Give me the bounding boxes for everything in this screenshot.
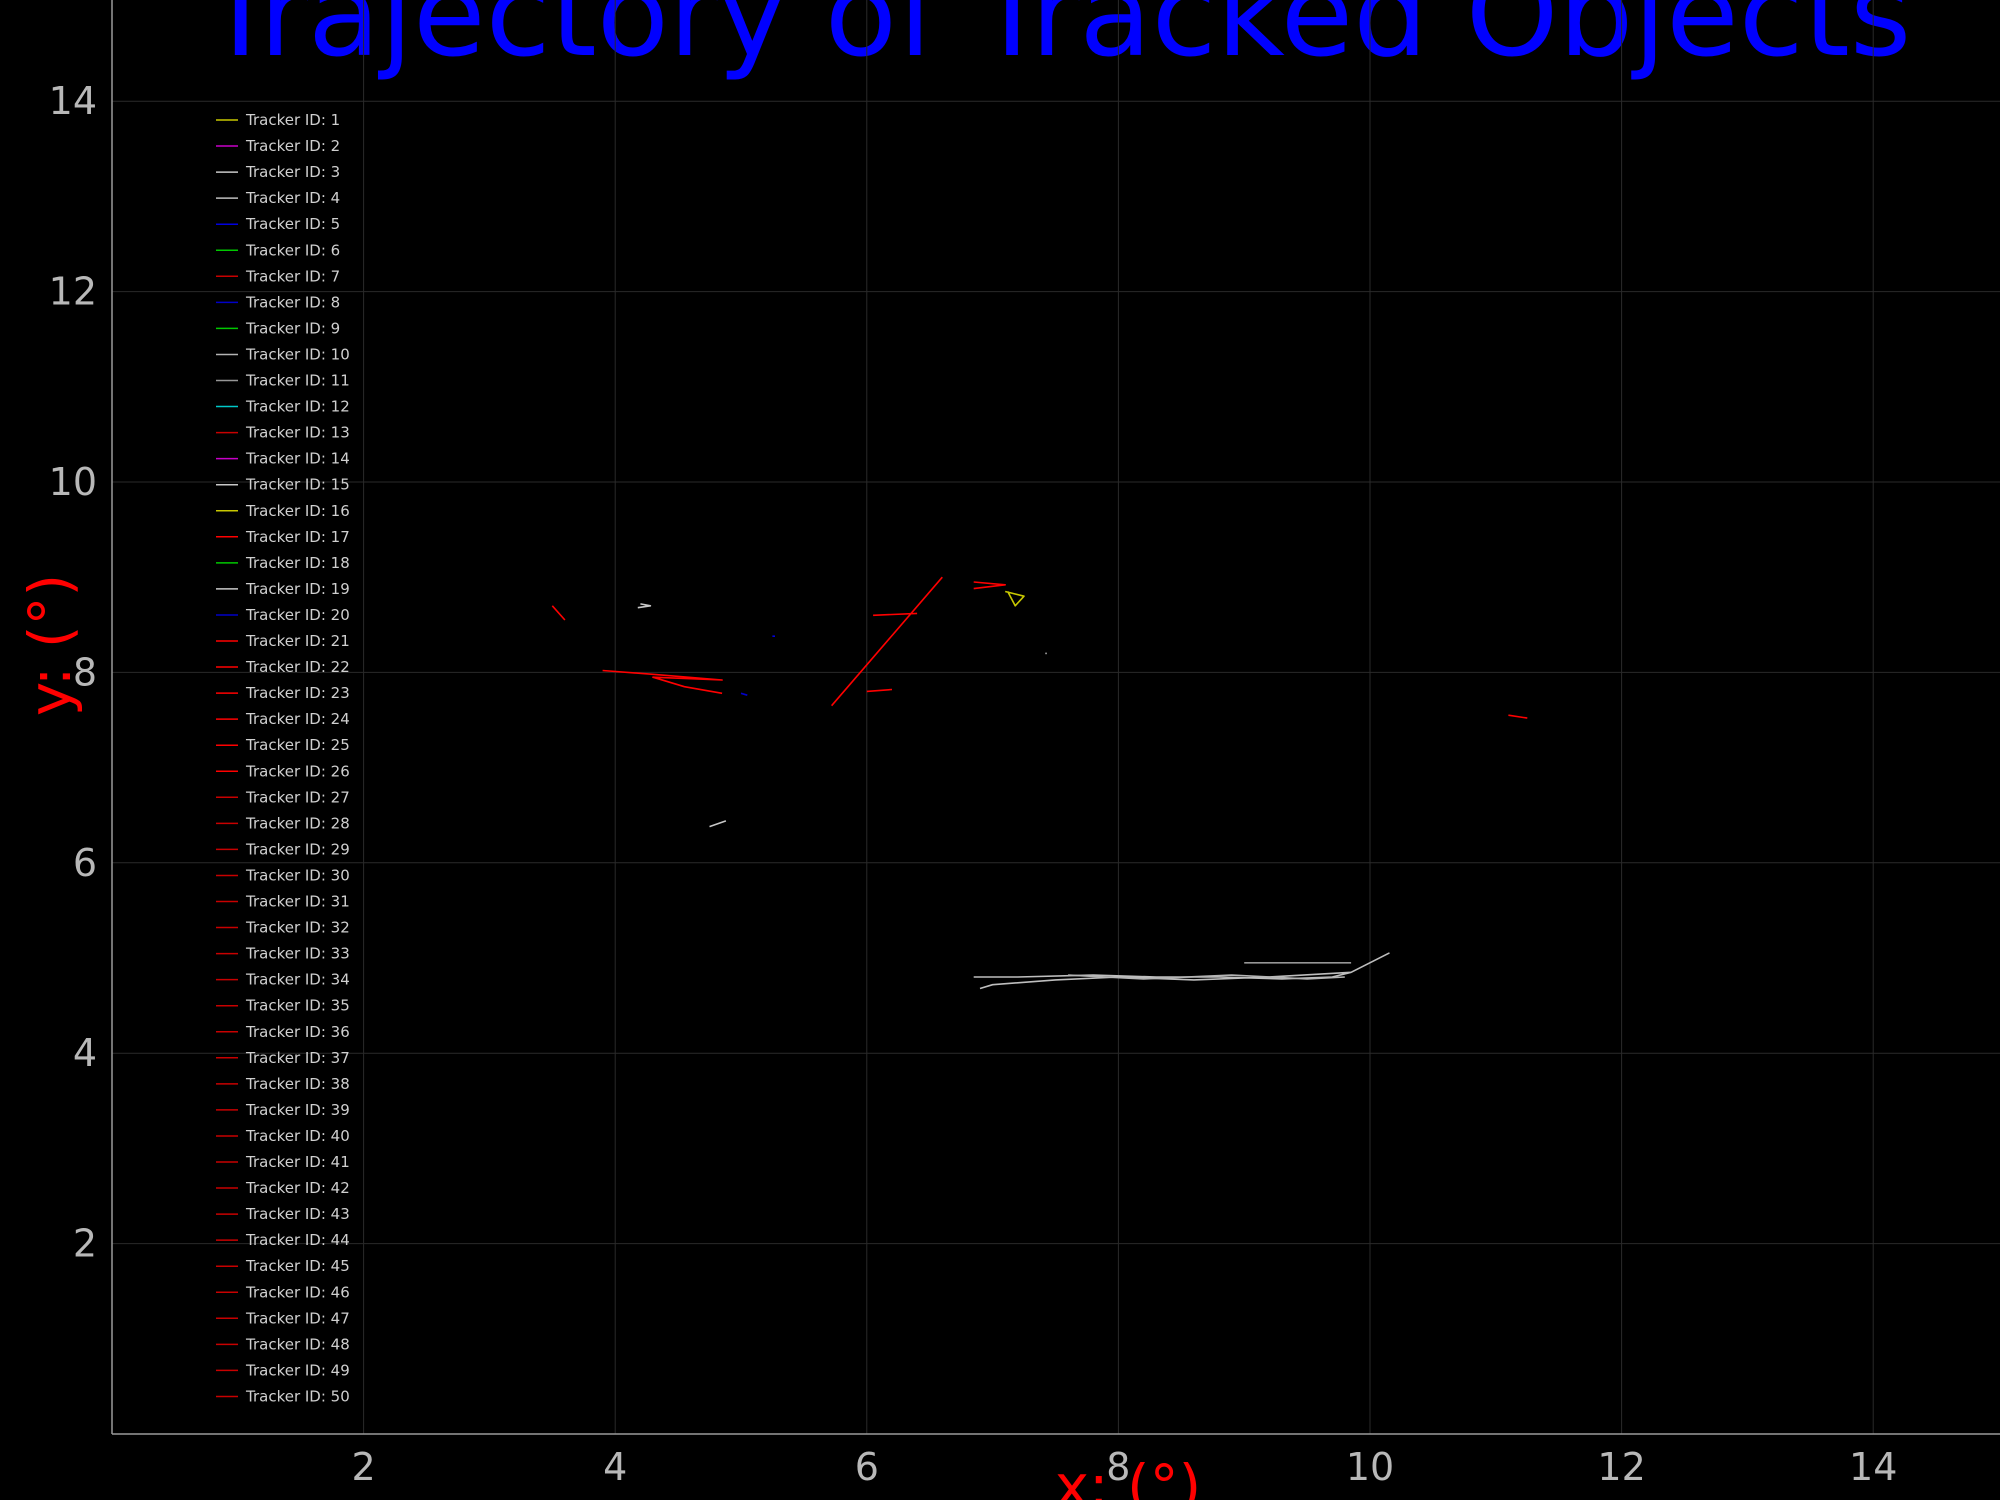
- trajectory-line: [873, 612, 918, 617]
- legend-label: Tracker ID: 11: [245, 372, 350, 390]
- legend-label: Tracker ID: 21: [245, 632, 350, 650]
- trajectory-line: [973, 581, 1007, 590]
- legend-label: Tracker ID: 8: [245, 293, 340, 311]
- x-tick-label: 14: [1849, 1445, 1897, 1489]
- trajectory-line: [1068, 974, 1345, 980]
- trajectory-line: [830, 576, 943, 707]
- trajectory-line: [709, 820, 727, 828]
- legend-label: Tracker ID: 30: [245, 866, 350, 884]
- legend-label: Tracker ID: 25: [245, 736, 350, 754]
- legend-label: Tracker ID: 6: [245, 241, 340, 259]
- trajectory-line: [740, 692, 748, 696]
- legend-label: Tracker ID: 49: [245, 1361, 350, 1379]
- legend-label: Tracker ID: 18: [245, 554, 350, 572]
- legend-label: Tracker ID: 10: [245, 345, 350, 363]
- legend-label: Tracker ID: 27: [245, 788, 350, 806]
- legend-label: Tracker ID: 26: [245, 762, 350, 780]
- legend-label: Tracker ID: 47: [245, 1309, 350, 1327]
- legend-label: Tracker ID: 44: [245, 1231, 350, 1249]
- y-tick-label: 12: [49, 270, 97, 314]
- axes: [111, 0, 2000, 1435]
- legend-label: Tracker ID: 35: [245, 997, 350, 1015]
- legend-label: Tracker ID: 45: [245, 1257, 350, 1275]
- x-tick-label: 2: [352, 1445, 376, 1489]
- legend-label: Tracker ID: 23: [245, 684, 350, 702]
- trajectories: [551, 576, 1528, 990]
- trajectory-line: [1508, 714, 1528, 719]
- legend-label: Tracker ID: 29: [245, 840, 350, 858]
- x-tick-label: 12: [1597, 1445, 1645, 1489]
- y-tick-label: 2: [73, 1222, 97, 1266]
- y-tick-label: 14: [49, 79, 97, 123]
- legend-label: Tracker ID: 28: [245, 814, 350, 832]
- legend-label: Tracker ID: 4: [245, 189, 340, 207]
- trajectory-line: [866, 688, 893, 693]
- legend-label: Tracker ID: 42: [245, 1179, 350, 1197]
- x-axis-label: x: (°): [1055, 1452, 1202, 1500]
- x-tick-label: 8: [1106, 1445, 1130, 1489]
- legend-label: Tracker ID: 19: [245, 580, 350, 598]
- x-tick-label: 4: [603, 1445, 627, 1489]
- trajectory-line: [551, 605, 566, 621]
- legend-label: Tracker ID: 32: [245, 919, 350, 937]
- legend-label: Tracker ID: 15: [245, 476, 350, 494]
- grid: [112, 0, 2000, 1434]
- legend-label: Tracker ID: 3: [245, 163, 340, 181]
- legend-label: Tracker ID: 41: [245, 1153, 350, 1171]
- y-tick-label: 10: [49, 460, 97, 504]
- legend-label: Tracker ID: 13: [245, 424, 350, 442]
- legend-label: Tracker ID: 1: [245, 111, 340, 129]
- legend-label: Tracker ID: 40: [245, 1127, 350, 1145]
- legend-label: Tracker ID: 46: [245, 1283, 350, 1301]
- legend-label: Tracker ID: 24: [245, 710, 350, 728]
- tick-labels: 2 4 6 8 10 12 14 2 4 6 8 10 12 14: [49, 79, 1898, 1489]
- legend-label: Tracker ID: 36: [245, 1023, 350, 1041]
- y-tick-label: 8: [73, 650, 97, 694]
- trajectory-line: [973, 952, 1390, 990]
- y-tick-label: 4: [73, 1031, 97, 1075]
- legend-label: Tracker ID: 43: [245, 1205, 350, 1223]
- legend-label: Tracker ID: 16: [245, 502, 350, 520]
- trajectory-line: [1005, 590, 1025, 607]
- legend-label: Tracker ID: 22: [245, 658, 350, 676]
- legend-label: Tracker ID: 14: [245, 450, 350, 468]
- legend-label: Tracker ID: 9: [245, 319, 340, 337]
- x-tick-label: 6: [855, 1445, 879, 1489]
- legend-label: Tracker ID: 17: [245, 528, 350, 546]
- legend-label: Tracker ID: 20: [245, 606, 350, 624]
- legend: Tracker ID: 1 Tracker ID: 2 Tracker ID: 3 T…: [216, 111, 350, 1405]
- trajectory-line: [637, 603, 652, 609]
- trajectory-line: [602, 669, 723, 695]
- y-axis-label: y: (°): [16, 574, 84, 716]
- chart-title: Trajectory of Tracked Objects: [204, 0, 1912, 83]
- legend-label: Tracker ID: 33: [245, 945, 350, 963]
- legend-label: Tracker ID: 12: [245, 398, 350, 416]
- legend-label: Tracker ID: 38: [245, 1075, 350, 1093]
- legend-label: Tracker ID: 2: [245, 137, 340, 155]
- legend-label: Tracker ID: 31: [245, 893, 350, 911]
- legend-label: Tracker ID: 39: [245, 1101, 350, 1119]
- legend-label: Tracker ID: 48: [245, 1335, 350, 1353]
- legend-label: Tracker ID: 7: [245, 267, 340, 285]
- legend-label: Tracker ID: 34: [245, 971, 350, 989]
- legend-label: Tracker ID: 37: [245, 1049, 350, 1067]
- legend-label: Tracker ID: 5: [245, 215, 340, 233]
- legend-label: Tracker ID: 50: [245, 1387, 350, 1405]
- y-tick-label: 6: [73, 841, 97, 885]
- x-tick-label: 10: [1346, 1445, 1394, 1489]
